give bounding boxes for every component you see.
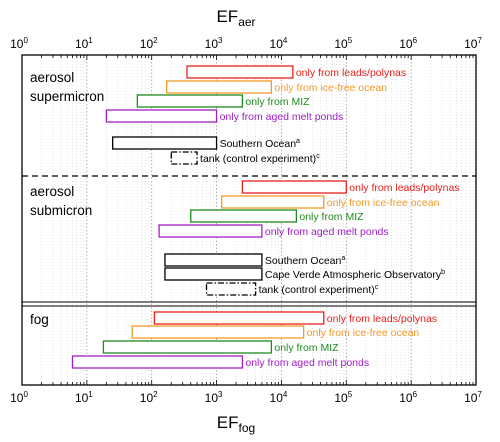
range-bar: [205, 282, 257, 296]
panel-separators: [22, 175, 476, 307]
panel-title: aerosol: [30, 70, 74, 85]
range-bar: [102, 340, 273, 354]
range-bar: [131, 325, 305, 339]
axis-titles: EFaer EFfog: [216, 7, 255, 435]
range-bar: [112, 136, 218, 150]
range-bar: [164, 253, 263, 267]
range-bar-label: tank (control experiment)c: [200, 153, 320, 165]
range-bar: [186, 65, 294, 79]
range-bar: [166, 80, 273, 94]
range-bar: [241, 180, 347, 194]
panel-title: fog: [30, 312, 49, 327]
range-bar-label: only from aged melt ponds: [265, 226, 389, 238]
range-bar-label: only from ice-free ocean: [327, 197, 440, 209]
range-bar-label: only from ice-free ocean: [307, 327, 420, 339]
panel-title: supermicron: [30, 89, 104, 104]
range-bar-label: only from MIZ: [245, 96, 310, 108]
top-axis-title: EFaer: [216, 7, 255, 29]
top-tick-label: 104: [270, 36, 288, 51]
range-bar-label: only from ice-free ocean: [274, 82, 387, 94]
top-tick-label: 106: [399, 36, 417, 51]
bottom-tick-label: 107: [464, 390, 482, 405]
range-bars: only from leads/polynas only from ice-fre…: [71, 65, 460, 369]
range-bar-label: only from MIZ: [274, 342, 339, 354]
range-bar: [170, 151, 198, 165]
top-tick-label: 103: [205, 36, 223, 51]
bottom-tick-label: 102: [140, 390, 158, 405]
range-bar: [221, 195, 325, 209]
range-bar-label: Southern Oceana: [220, 138, 300, 150]
top-tick-label: 100: [10, 36, 28, 51]
bottom-tick-label: 100: [10, 390, 28, 405]
plot-frame: [21, 54, 477, 386]
top-tick-labels: 100 101 102 103 104 105 106 107: [10, 36, 482, 51]
range-bar-label: only from MIZ: [299, 211, 364, 223]
bottom-tick-label: 104: [270, 390, 288, 405]
bottom-tick-label: 103: [205, 390, 223, 405]
axis-ticks: [21, 55, 477, 385]
top-tick-label: 101: [75, 36, 93, 51]
bottom-tick-label: 101: [75, 390, 93, 405]
range-bar-label: tank (control experiment)c: [259, 284, 379, 296]
range-bar: [153, 311, 325, 325]
panel-title: submicron: [30, 203, 92, 218]
range-bar: [158, 224, 263, 238]
top-tick-label: 105: [334, 36, 352, 51]
panel-title: aerosol: [30, 184, 74, 199]
top-tick-label: 107: [464, 36, 482, 51]
range-bar: [105, 109, 218, 123]
bottom-tick-labels: 100 101 102 103 104 105 106 107: [10, 390, 482, 405]
top-tick-label: 102: [140, 36, 158, 51]
bottom-tick-label: 106: [399, 390, 417, 405]
range-bar-label: Southern Oceana: [265, 255, 345, 267]
range-bar-label: Cape Verde Atmospheric Observatoryb: [265, 269, 445, 281]
range-bar-label: only from leads/polynas: [296, 67, 406, 79]
range-bar: [71, 355, 244, 369]
range-bar-label: only from leads/polynas: [327, 313, 437, 325]
range-bar: [190, 209, 298, 223]
range-bar: [164, 267, 263, 281]
range-bar-label: only from aged melt ponds: [220, 111, 344, 123]
range-bar-label: only from aged melt ponds: [245, 357, 369, 369]
bottom-axis-title: EFfog: [217, 413, 255, 435]
range-bar: [136, 94, 244, 108]
range-bar-label: only from leads/polynas: [349, 182, 459, 194]
bottom-tick-label: 105: [334, 390, 352, 405]
panel-titles: aerosol supermicron aerosol submicron fog: [30, 70, 104, 327]
